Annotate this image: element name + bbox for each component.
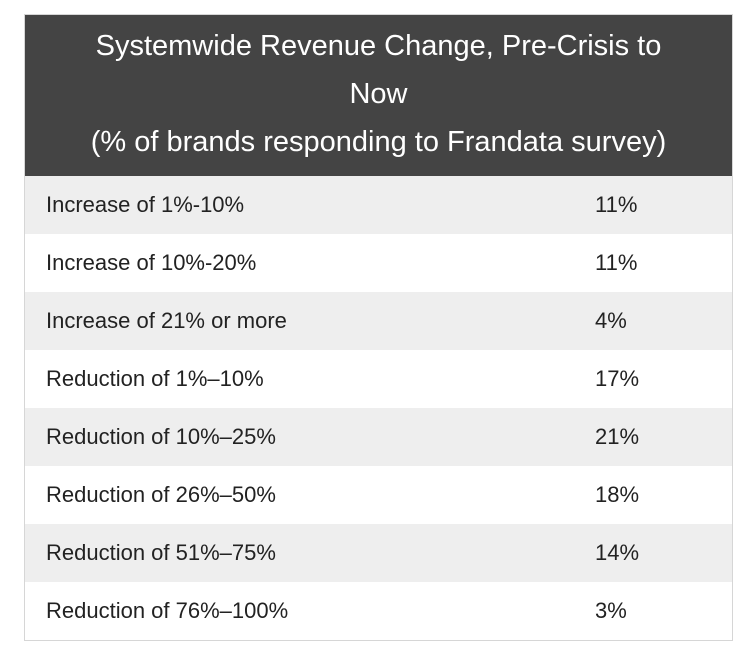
table-row: Reduction of 76%–100% 3%: [25, 582, 732, 640]
row-label: Reduction of 10%–25%: [46, 424, 276, 449]
table-row: Reduction of 26%–50% 18%: [25, 466, 732, 524]
row-label: Reduction of 76%–100%: [46, 598, 289, 623]
row-value: 4%: [595, 308, 627, 333]
row-label: Reduction of 26%–50%: [46, 482, 276, 507]
table-title-line-3: (% of brands responding to Frandata surv…: [90, 126, 667, 158]
row-label: Reduction of 1%–10%: [46, 366, 264, 391]
row-value: 11%: [595, 250, 638, 275]
table-row: Reduction of 51%–75% 14%: [25, 524, 732, 582]
table-row: Increase of 10%-20% 11%: [25, 234, 732, 292]
row-value: 14%: [595, 540, 640, 565]
row-value: 17%: [595, 366, 640, 391]
row-label: Increase of 21% or more: [46, 308, 287, 333]
row-label: Increase of 1%-10%: [46, 192, 245, 217]
data-table: Increase of 1%-10% 11% Increase of 10%-2…: [25, 176, 732, 640]
row-value: 11%: [595, 192, 638, 217]
table-row: Reduction of 10%–25% 21%: [25, 408, 732, 466]
revenue-change-table: Systemwide Revenue Change, Pre-Crisis to…: [24, 14, 733, 641]
table-header: Systemwide Revenue Change, Pre-Crisis to…: [25, 15, 732, 176]
table-title-line-1: Systemwide Revenue Change, Pre-Crisis to: [95, 30, 662, 62]
row-value: 18%: [595, 482, 640, 507]
table-title-line-2: Now: [349, 78, 408, 110]
row-label: Reduction of 51%–75%: [46, 540, 276, 565]
row-value: 3%: [595, 598, 627, 623]
table-row: Reduction of 1%–10% 17%: [25, 350, 732, 408]
row-label: Increase of 10%-20%: [46, 250, 257, 275]
row-value: 21%: [595, 424, 640, 449]
table-row: Increase of 1%-10% 11%: [25, 176, 732, 234]
table-row: Increase of 21% or more 4%: [25, 292, 732, 350]
